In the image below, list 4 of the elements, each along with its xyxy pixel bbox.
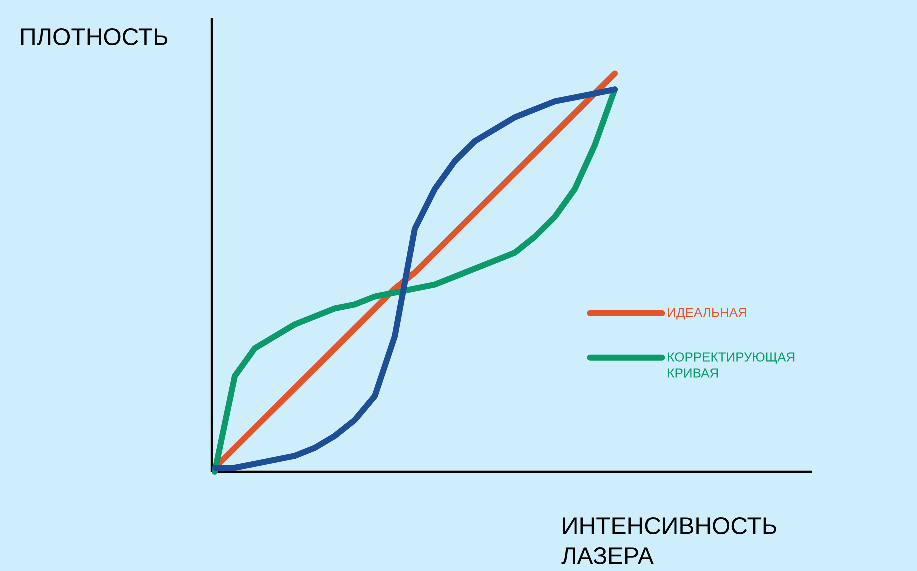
x-axis-title: ИНТЕНСИВНОСТЬ ЛАЗЕРА bbox=[562, 517, 776, 564]
y-axis-title: ПЛОТНОСТЬ bbox=[21, 28, 168, 46]
text: КОРРЕКТИРУЮЩАЯ КРИВАЯ bbox=[668, 352, 795, 378]
text: ИДЕАЛЬНАЯ bbox=[668, 308, 746, 320]
